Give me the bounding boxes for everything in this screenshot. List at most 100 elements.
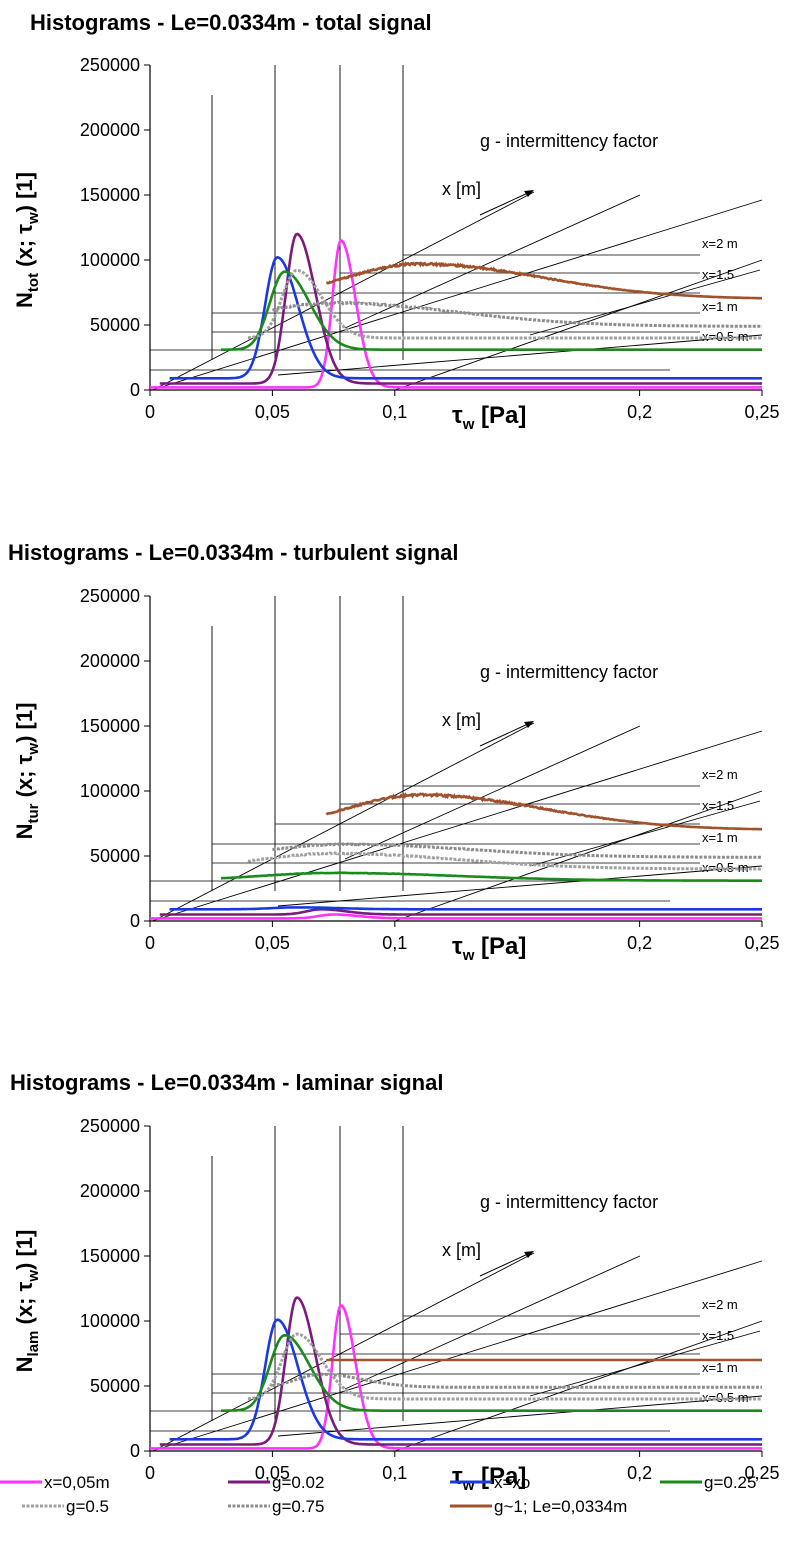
y-tick-label: 250000 [80,586,140,606]
chart-title: Histograms - Le=0.0334m - turbulent sign… [8,540,459,565]
x-tick-label: 0,05 [255,933,290,953]
y-tick-label: 0 [130,380,140,400]
intermittency-annotation: g - intermittency factor [480,131,658,151]
legend-item: g=0.02 [228,1473,324,1492]
series-line-s7 [325,791,762,831]
legend-item: x=0,05m [0,1473,110,1492]
depth-arrow [479,1252,531,1277]
series-line-s7 [326,261,762,300]
y-tick-label: 0 [130,911,140,931]
y-axis-label: Nlam (x; τw) [1] [12,1230,42,1373]
x-tick-label: 0 [145,933,155,953]
series-line-s1 [150,913,762,920]
y-tick-label: 100000 [80,781,140,801]
y-tick-label: 200000 [80,120,140,140]
series-line-s3 [169,906,762,911]
arrow-head-icon [524,721,534,728]
x-tick-label: 0,1 [382,1463,407,1483]
y-tick-label: 250000 [80,55,140,75]
series-line-s4 [220,871,762,883]
row-label: x=2 m [702,1297,738,1312]
x-tick-label: 0,2 [627,402,652,422]
x-tick-label: 0 [145,402,155,422]
depth-grid-line [277,334,763,376]
legend-label: g~1; Le=0,0334m [494,1497,627,1516]
series-line-s4 [221,1333,762,1412]
y-tick-label: 0 [130,1441,140,1461]
chart-panel-3: Histograms - Le=0.0334m - laminar signal… [10,1070,780,1494]
x-axis-label: τw [Pa] [452,402,526,433]
depth-grid-line [529,800,761,867]
x-tick-label: 0,25 [744,933,779,953]
chart-title: Histograms - Le=0.0334m - laminar signal [10,1070,443,1095]
chart-panel-1: Histograms - Le=0.0334m - total signal 0 5… [12,10,780,433]
y-tick-label: 150000 [80,185,140,205]
legend-item: g=0.25 [660,1473,756,1492]
x-tick-label: 0 [145,1463,155,1483]
arrow-head-icon [524,1251,534,1258]
depth-axis-label: x [m] [442,1240,481,1260]
depth-grid [150,65,763,391]
depth-grid-line [277,865,763,907]
legend-label: g=0.02 [272,1473,324,1492]
depth-grid-line [344,194,641,329]
depth-grid-line [154,722,535,921]
y-tick-label: 150000 [80,1246,140,1266]
depth-grid-line [154,1252,535,1451]
x-tick-label: 0,2 [627,1463,652,1483]
series-line-s2 [159,232,762,385]
legend-item: g=0.5 [22,1497,109,1516]
intermittency-annotation: g - intermittency factor [480,662,658,682]
y-tick-label: 100000 [80,1311,140,1331]
x-tick-label: 0,05 [255,402,290,422]
legend-label: g=0.75 [272,1497,324,1516]
series-line-s3 [169,256,762,380]
legend-item: g=0.75 [228,1497,324,1516]
series-line-s5 [247,851,762,871]
depth-grid [150,1126,763,1452]
y-tick-label: 150000 [80,716,140,736]
y-tick-label: 200000 [80,1181,140,1201]
depth-grid-line [277,1395,763,1437]
legend-label: g=0.25 [704,1473,756,1492]
series-line-s1 [150,238,762,389]
intermittency-annotation: g - intermittency factor [480,1192,658,1212]
y-tick-label: 100000 [80,250,140,270]
row-label: x=0.5 m [702,1390,749,1405]
series-line-s1 [150,1303,762,1450]
series-line-s6 [272,842,762,859]
x-tick-label: 0,1 [382,402,407,422]
depth-grid-line [529,1330,761,1397]
depth-grid-line [344,1255,641,1390]
row-label: x=2 m [702,236,738,251]
row-label: x=0.5 m [702,860,749,875]
legend-label: g=0.5 [66,1497,109,1516]
depth-grid-line [529,269,761,336]
depth-grid [150,596,763,922]
row-label: x=1 m [702,1360,738,1375]
x-tick-label: 0,05 [255,1463,290,1483]
legend-label: x=xo [494,1473,530,1492]
legend-item: g~1; Le=0,0334m [450,1497,627,1516]
row-label: x=1.5 [702,1328,734,1343]
chart-title: Histograms - Le=0.0334m - total signal [30,10,432,35]
legend-item: x=xo [450,1473,530,1492]
x-tick-label: 0,25 [744,402,779,422]
depth-axis-label: x [m] [442,710,481,730]
x-axis-label: τw [Pa] [452,933,526,964]
row-label: x=1.5 [702,798,734,813]
y-tick-label: 200000 [80,651,140,671]
depth-grid-line [344,725,641,860]
series-line-s2 [159,1296,762,1446]
y-tick-label: 50000 [90,315,140,335]
y-axis-label: Ntur (x; τw) [1] [12,703,42,840]
depth-grid-line [154,191,535,390]
depth-arrow [479,191,531,216]
series-line-s2 [159,907,762,916]
chart-panel-2: Histograms - Le=0.0334m - turbulent sign… [8,540,780,964]
series-line-s4 [221,270,762,352]
legend: x=0,05m g=0.02 x=xo g=0.25 g=0.5 g=0.75 g~1; L… [0,1473,756,1516]
y-axis-label: Ntot (x; τw) [1] [12,172,42,308]
row-label: x=2 m [702,767,738,782]
